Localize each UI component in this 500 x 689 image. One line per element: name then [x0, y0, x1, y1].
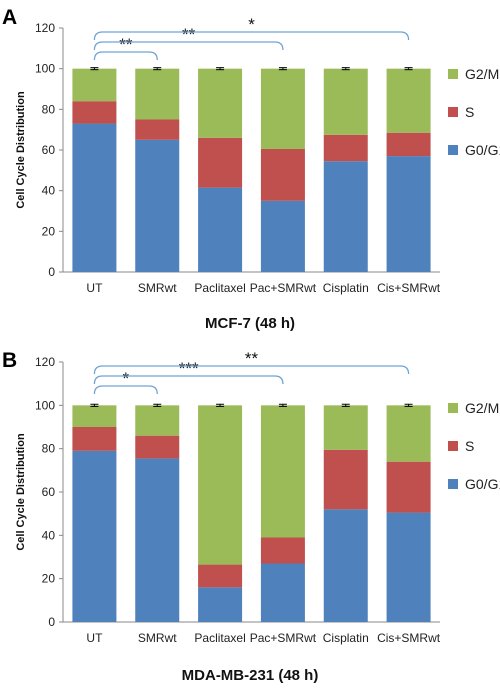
bar-segment-g2-m — [260, 405, 305, 538]
legend-label: S — [465, 104, 474, 120]
x-tick-label: Cisplatin — [323, 631, 369, 645]
y-tick-label: 60 — [42, 143, 56, 157]
bar-segment-s — [135, 119, 180, 140]
bar-segment-g2-m — [386, 68, 431, 133]
x-tick-label: Pac+SMRwt — [250, 631, 317, 645]
x-tick-label: Cisplatin — [323, 281, 369, 295]
bar-segment-s — [72, 427, 117, 451]
x-tick-label: Paclitaxel — [194, 281, 245, 295]
bar-segment-s — [323, 134, 368, 162]
bar-segment-g0-g1 — [135, 139, 180, 272]
y-tick-label: 120 — [35, 355, 55, 369]
bar-segment-s — [198, 564, 243, 588]
bar-segment-g2-m — [323, 68, 368, 135]
bar-segment-g0-g1 — [260, 563, 305, 622]
y-tick-label: 120 — [35, 21, 55, 35]
chart-title: MDA-MB-231 (48 h) — [182, 667, 319, 684]
significance-label: *** — [179, 359, 199, 378]
bar-segment-s — [386, 132, 431, 157]
bar-segment-g0-g1 — [198, 187, 243, 272]
bar-segment-g0-g1 — [198, 587, 243, 622]
y-tick-label: 0 — [48, 615, 55, 629]
y-tick-label: 80 — [42, 102, 56, 116]
bar-segment-s — [198, 137, 243, 188]
legend-swatch — [448, 107, 458, 117]
panel-label: A — [2, 6, 17, 29]
chart-panel-b: B 0 20 40 60 80 100 120 Cell Cycle Distribution U… — [2, 349, 500, 684]
x-tick-label: Cis+SMRwt — [377, 631, 441, 645]
x-tick-label: Paclitaxel — [194, 631, 245, 645]
x-tick-label: SMRwt — [138, 631, 177, 645]
x-tick-label: Cis+SMRwt — [377, 281, 441, 295]
bar-segment-s — [386, 461, 431, 513]
significance-label: ** — [245, 349, 259, 368]
y-tick-label: 100 — [35, 398, 55, 412]
legend-swatch — [448, 145, 458, 155]
bar-segment-g0-g1 — [260, 200, 305, 272]
y-tick-label: 100 — [35, 62, 55, 76]
bar-segment-g2-m — [386, 405, 431, 462]
significance-bracket — [93, 385, 158, 395]
chart-title: MCF-7 (48 h) — [205, 315, 295, 332]
bar-segment-g0-g1 — [323, 161, 368, 272]
y-axis-label: Cell Cycle Distribution — [15, 91, 27, 209]
significance-bracket — [93, 375, 284, 385]
legend-label: G2/M — [465, 400, 499, 416]
bar-segment-g2-m — [72, 405, 117, 427]
legend-label: S — [465, 438, 474, 454]
significance-bracket — [93, 31, 410, 41]
bar-segment-g2-m — [135, 68, 180, 120]
significance-bracket — [93, 365, 410, 375]
x-tick-label: UT — [86, 631, 103, 645]
x-tick-label: UT — [86, 281, 103, 295]
bar-segment-s — [72, 101, 117, 124]
y-tick-label: 40 — [42, 528, 56, 542]
bar-segment-g0-g1 — [323, 509, 368, 622]
panel-label: B — [2, 349, 17, 372]
legend-label: G0/G1 — [465, 476, 500, 492]
chart-panel-a: A 0 20 40 60 80 100 120 Cell Cycle Distribution U… — [2, 6, 500, 332]
bar-segment-g0-g1 — [135, 458, 180, 622]
y-tick-label: 80 — [42, 442, 56, 456]
legend-label: G2/M — [465, 66, 499, 82]
significance-bracket — [93, 41, 284, 51]
bar-segment-g2-m — [260, 68, 305, 149]
bar-segment-g2-m — [198, 405, 243, 565]
legend-swatch — [448, 479, 458, 489]
bar-segment-s — [260, 148, 305, 201]
bar-segment-g0-g1 — [72, 450, 117, 622]
bar-segment-s — [135, 435, 180, 459]
bar-segment-g2-m — [72, 68, 117, 102]
significance-label: ** — [182, 25, 196, 44]
y-tick-label: 0 — [48, 265, 55, 279]
significance-label: ** — [119, 35, 133, 54]
y-axis-label: Cell Cycle Distribution — [15, 433, 27, 551]
bar-segment-s — [323, 449, 368, 510]
bar-segment-g2-m — [198, 68, 243, 138]
significance-bracket — [93, 51, 158, 61]
bar-segment-g2-m — [135, 405, 180, 436]
bar-segment-g2-m — [323, 405, 368, 450]
bar-segment-g0-g1 — [72, 123, 117, 272]
x-tick-label: SMRwt — [138, 281, 177, 295]
significance-label: * — [248, 15, 255, 34]
y-tick-label: 60 — [42, 485, 56, 499]
y-tick-label: 20 — [42, 224, 56, 238]
y-tick-label: 40 — [42, 184, 56, 198]
legend-swatch — [448, 441, 458, 451]
x-tick-label: Pac+SMRwt — [250, 281, 317, 295]
y-tick-label: 20 — [42, 572, 56, 586]
legend-swatch — [448, 403, 458, 413]
significance-label: * — [123, 369, 130, 388]
bar-segment-g0-g1 — [386, 156, 431, 272]
bar-segment-g0-g1 — [386, 512, 431, 622]
legend-swatch — [448, 69, 458, 79]
legend-label: G0/G1 — [465, 142, 500, 158]
bar-segment-s — [260, 537, 305, 564]
